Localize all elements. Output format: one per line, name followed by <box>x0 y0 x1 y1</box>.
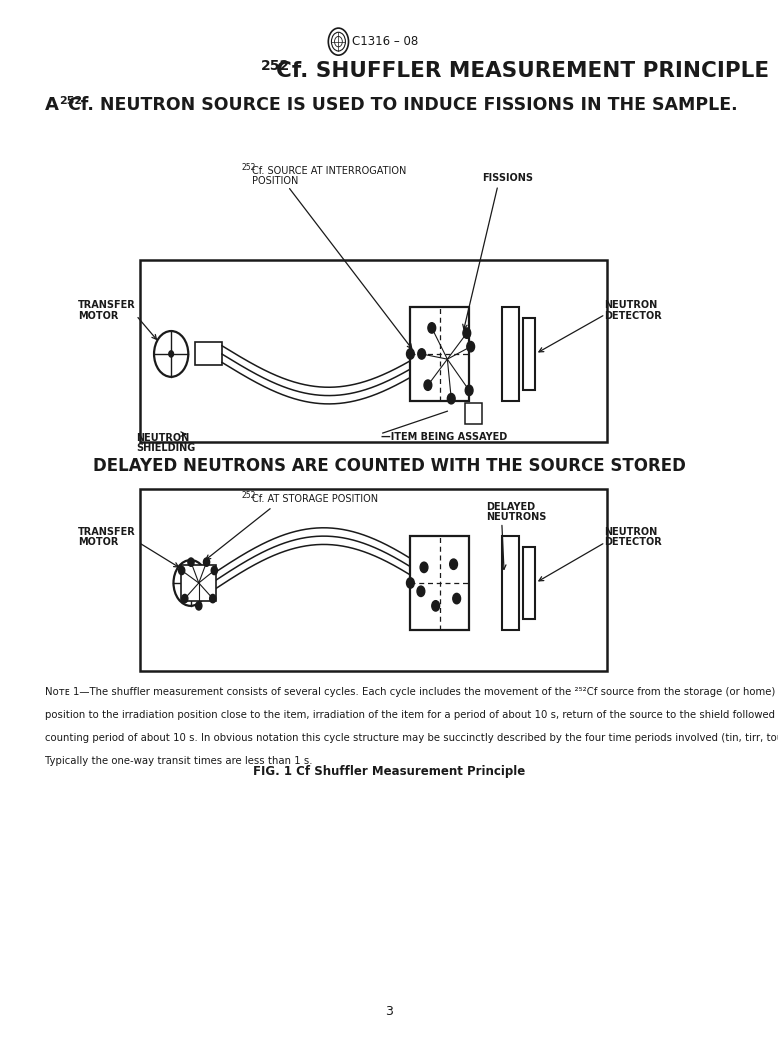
Circle shape <box>428 323 436 333</box>
Text: DELAYED: DELAYED <box>486 502 535 512</box>
Circle shape <box>463 328 471 338</box>
Bar <box>411 536 468 630</box>
Text: position to the irradiation position close to the item, irradiation of the item : position to the irradiation position clo… <box>45 710 778 720</box>
Text: Typically the one-way transit times are less than 1 s.: Typically the one-way transit times are … <box>45 756 313 766</box>
Text: 252: 252 <box>241 162 255 172</box>
Text: MOTOR: MOTOR <box>78 537 118 548</box>
Circle shape <box>465 385 473 396</box>
Text: MOTOR: MOTOR <box>78 310 118 321</box>
Circle shape <box>453 593 461 604</box>
Bar <box>523 547 535 619</box>
Text: 252: 252 <box>261 58 290 73</box>
Circle shape <box>179 566 185 575</box>
Text: NEUTRONS: NEUTRONS <box>486 512 547 523</box>
Text: FISSIONS: FISSIONS <box>482 173 534 183</box>
Circle shape <box>418 349 426 359</box>
Circle shape <box>420 562 428 573</box>
Circle shape <box>406 578 414 588</box>
Text: 252: 252 <box>59 96 82 106</box>
Text: POSITION: POSITION <box>252 176 299 186</box>
Text: A: A <box>45 97 65 115</box>
Text: DETECTOR: DETECTOR <box>604 310 661 321</box>
Bar <box>502 536 519 630</box>
Circle shape <box>450 559 457 569</box>
Circle shape <box>188 558 194 566</box>
Circle shape <box>196 602 202 610</box>
Circle shape <box>210 594 216 603</box>
Text: NEUTRON: NEUTRON <box>604 527 657 537</box>
Text: DELAYED NEUTRONS ARE COUNTED WITH THE SOURCE STORED: DELAYED NEUTRONS ARE COUNTED WITH THE SO… <box>93 457 685 475</box>
Text: Nᴏᴛᴇ 1—The shuffler measurement consists of several cycles. Each cycle includes : Nᴏᴛᴇ 1—The shuffler measurement consists… <box>45 687 776 697</box>
Circle shape <box>424 380 432 390</box>
Circle shape <box>212 566 218 575</box>
Text: counting period of about 10 s. In obvious notation this cycle structure may be s: counting period of about 10 s. In obviou… <box>45 733 778 743</box>
Circle shape <box>169 351 173 357</box>
Text: Cf. SHUFFLER MEASUREMENT PRINCIPLE: Cf. SHUFFLER MEASUREMENT PRINCIPLE <box>276 61 769 81</box>
Circle shape <box>467 341 475 352</box>
Circle shape <box>406 349 414 359</box>
Text: C1316 – 08: C1316 – 08 <box>352 35 419 48</box>
Text: Cf. NEUTRON SOURCE IS USED TO INDUCE FISSIONS IN THE SAMPLE.: Cf. NEUTRON SOURCE IS USED TO INDUCE FIS… <box>68 97 738 115</box>
Text: 3: 3 <box>385 1005 393 1018</box>
Text: Cf. AT STORAGE POSITION: Cf. AT STORAGE POSITION <box>252 493 378 504</box>
Bar <box>411 307 468 401</box>
Bar <box>523 318 535 390</box>
Text: SHIELDING: SHIELDING <box>136 443 195 454</box>
Text: —ITEM BEING ASSAYED: —ITEM BEING ASSAYED <box>381 432 507 442</box>
Bar <box>140 260 607 442</box>
Text: NEUTRON: NEUTRON <box>136 433 189 443</box>
Text: NEUTRON: NEUTRON <box>604 300 657 310</box>
Circle shape <box>181 594 188 603</box>
Text: FIG. 1 Cf Shuffler Measurement Principle: FIG. 1 Cf Shuffler Measurement Principle <box>253 764 525 778</box>
Text: 252: 252 <box>241 490 255 500</box>
Bar <box>464 403 482 424</box>
Circle shape <box>432 601 440 611</box>
Circle shape <box>188 580 193 586</box>
Circle shape <box>447 393 455 404</box>
Text: Cf. SOURCE AT INTERROGATION: Cf. SOURCE AT INTERROGATION <box>252 166 406 176</box>
Text: TRANSFER: TRANSFER <box>78 300 135 310</box>
Circle shape <box>204 558 209 566</box>
Bar <box>181 565 216 601</box>
Bar <box>502 307 519 401</box>
Text: TRANSFER: TRANSFER <box>78 527 135 537</box>
Circle shape <box>417 586 425 596</box>
Bar <box>140 489 607 671</box>
Bar <box>194 342 222 365</box>
Text: DETECTOR: DETECTOR <box>604 537 661 548</box>
